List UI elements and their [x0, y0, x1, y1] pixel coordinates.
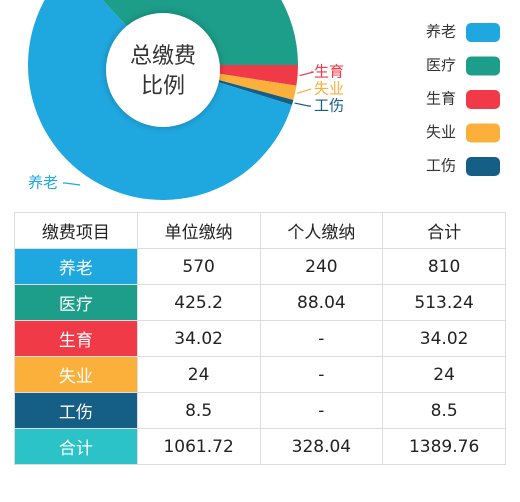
- table-row: 医疗 425.2 88.04 513.24: [14, 284, 506, 321]
- center-text: 总缴费: [130, 44, 196, 69]
- table-cell: 1061.72: [136, 428, 261, 465]
- table-cell: 328.04: [259, 428, 384, 465]
- legend-swatch: [466, 157, 500, 176]
- data-table: 缴费项目 单位缴纳 个人缴纳 合计 养老 570 240 810 医疗 425.2 88.04 513…: [14, 212, 506, 465]
- legend-label: 生育: [426, 90, 456, 108]
- row-label-cell: 医疗: [14, 284, 138, 321]
- table-row: 合计 1061.72 328.04 1389.76: [14, 428, 506, 465]
- table-cell: -: [259, 320, 384, 357]
- table-cell: 88.04: [259, 284, 384, 321]
- legend-label: 失业: [426, 123, 456, 141]
- center-text: 比例: [141, 74, 185, 99]
- slice-label: 生育: [314, 63, 344, 81]
- legend-swatch: [466, 123, 500, 143]
- row-label-cell: 养老: [14, 248, 138, 285]
- legend-label: 养老: [426, 23, 456, 41]
- table-cell: 570: [136, 248, 261, 285]
- table-cell: 24: [382, 356, 506, 393]
- header-cell: 合计: [382, 212, 506, 249]
- table-row: 工伤 8.5-8.5: [14, 392, 506, 429]
- table-cell: 34.02: [382, 320, 506, 357]
- donut-center: [106, 13, 220, 127]
- leader-line: [63, 182, 81, 186]
- table-cell: 8.5: [136, 392, 261, 429]
- table-row: 失业 24-24: [14, 356, 506, 393]
- row-label-cell: 生育: [14, 320, 138, 357]
- table-cell: 513.24: [382, 284, 506, 321]
- leader-line: [294, 102, 311, 107]
- header-row: 缴费项目 单位缴纳 个人缴纳 合计: [14, 212, 506, 249]
- header-cell: 个人缴纳: [259, 212, 384, 249]
- table-cell: -: [259, 392, 384, 429]
- leader-line: [296, 88, 312, 94]
- table-row: 生育 34.02-34.02: [14, 320, 506, 357]
- leader-line: [299, 71, 314, 77]
- table-cell: 240: [259, 248, 384, 285]
- table-cell: 24: [136, 356, 261, 393]
- legend-label: 工伤: [426, 157, 456, 175]
- row-label-cell: 失业: [14, 356, 138, 393]
- slice-label: 工伤: [314, 97, 344, 115]
- legend-swatch: [466, 90, 500, 109]
- header-cell: 缴费项目: [14, 212, 138, 249]
- slice-label: 失业: [314, 80, 344, 98]
- table-row: 养老 570 240 810: [14, 248, 506, 285]
- slice-label: 养老: [28, 174, 58, 192]
- table-cell: 34.02: [136, 320, 261, 357]
- table-cell: 8.5: [382, 392, 506, 429]
- legend-swatch: [466, 23, 500, 42]
- table-cell: 425.2: [136, 284, 261, 321]
- header-cell: 单位缴纳: [136, 212, 261, 249]
- row-label-cell: 工伤: [14, 392, 138, 429]
- row-label-cell: 合计: [14, 428, 138, 465]
- legend-label: 医疗: [426, 56, 456, 74]
- table-cell: -: [259, 356, 384, 393]
- legend-swatch: [466, 56, 500, 76]
- table-cell: 1389.76: [382, 428, 506, 465]
- table-cell: 810: [382, 248, 506, 285]
